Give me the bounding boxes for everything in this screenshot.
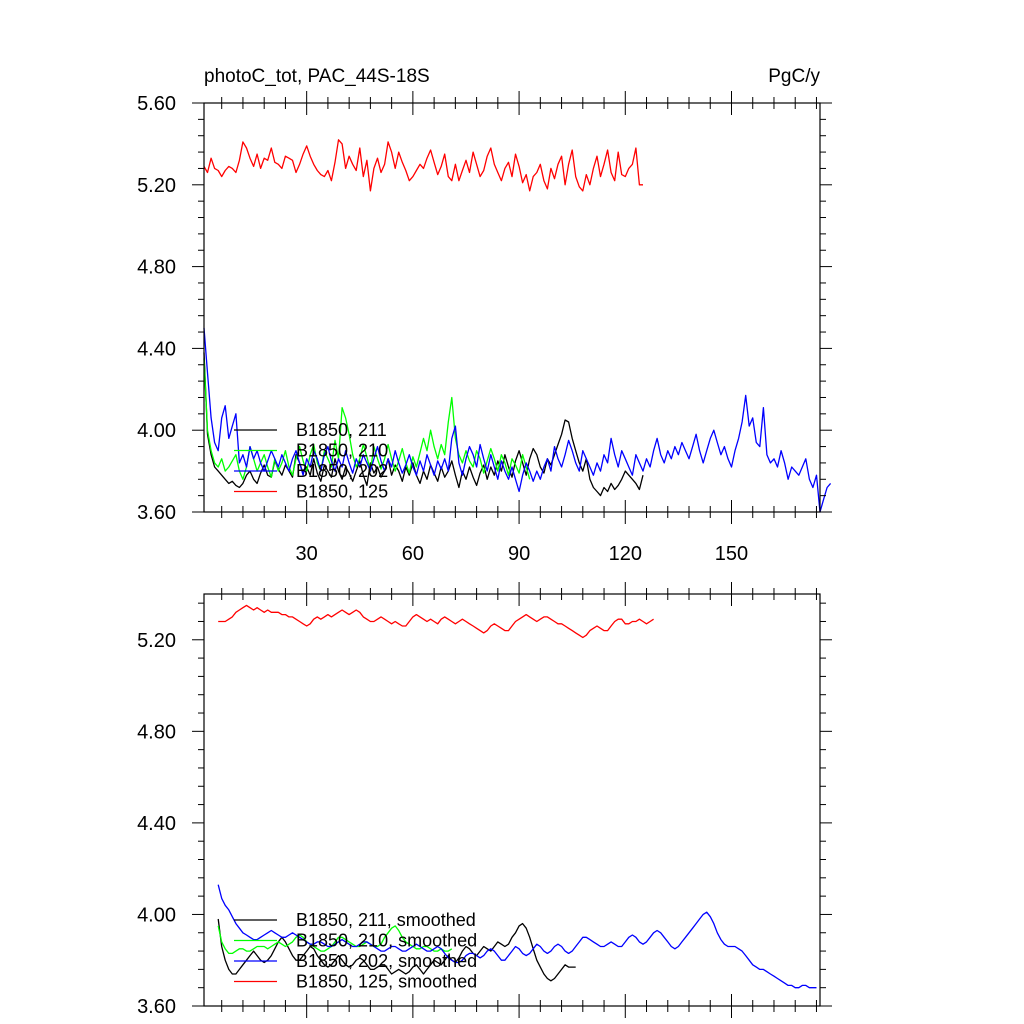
bottom-y-tick-label: 5.20 [137,630,176,652]
bottom-series-b1850-125-smoothed [218,604,654,639]
bottom-y-tick-label: 3.60 [137,996,176,1018]
bottom-legend-label: B1850, 211, smoothed [296,910,476,930]
top-y-tick-label: 4.80 [137,257,176,279]
top-x-tick-label: 150 [715,543,748,565]
bottom-legend-label: B1850, 202, smoothed [296,951,477,971]
top-y-tick-label: 4.00 [137,420,176,442]
top-legend-label: B1850, 210 [296,441,388,461]
top-plot-frame [203,102,821,513]
chart-title: photoC_tot, PAC_44S-18S [204,66,430,87]
top-series-b1850-210 [203,358,531,480]
bottom-series-b1850-202-smoothed [217,884,817,989]
top-x-tick-label: 30 [296,543,318,565]
top-legend-label: B1850, 125 [296,482,388,502]
units-label: PgC/y [768,66,820,87]
top-series-b1850-202 [203,327,832,513]
top-series-b1850-125 [203,139,643,192]
bottom-legend-label: B1850, 210, smoothed [296,931,477,951]
top-y-tick-label: 5.20 [137,175,176,197]
bottom-plot-frame [203,593,821,1007]
bottom-legend-label: B1850, 125, smoothed [296,972,477,992]
top-chart-panel: 3.60 4.00 4.40 4.80 5.20 5.60 30 60 90 120 150 B185… [137,91,832,565]
top-x-tick-label: 120 [609,543,642,565]
bottom-y-tick-label: 4.40 [137,813,176,835]
bottom-y-tick-label: 4.00 [137,904,176,926]
top-y-tick-label: 3.60 [137,502,176,524]
bottom-chart-panel: 3.60 4.00 4.40 4.80 5.20 B1850, 211, smoothed… [137,582,832,1018]
top-y-tick-label: 5.60 [137,93,176,115]
top-y-tick-label: 4.40 [137,338,176,360]
top-x-tick-label: 90 [508,543,530,565]
bottom-y-tick-label: 4.80 [137,721,176,743]
top-legend-label: B1850, 211 [296,420,387,440]
top-x-tick-label: 60 [402,543,424,565]
top-legend-label: B1850, 202 [296,461,388,481]
